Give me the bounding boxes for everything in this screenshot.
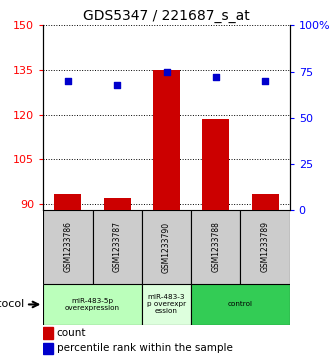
Bar xyxy=(43,327,53,339)
Bar xyxy=(240,210,290,284)
Text: control: control xyxy=(228,301,253,307)
Bar xyxy=(93,210,142,284)
Bar xyxy=(43,284,142,325)
Point xyxy=(213,74,218,80)
Point xyxy=(164,69,169,74)
Text: GSM1233786: GSM1233786 xyxy=(63,221,73,273)
Text: GSM1233788: GSM1233788 xyxy=(211,221,220,273)
Point xyxy=(262,78,268,84)
Bar xyxy=(43,343,53,354)
Point xyxy=(65,78,71,84)
Text: count: count xyxy=(57,328,86,338)
Bar xyxy=(202,119,229,210)
Text: miR-483-5p
overexpression: miR-483-5p overexpression xyxy=(65,298,120,311)
Bar xyxy=(191,210,240,284)
Bar xyxy=(142,210,191,284)
Bar xyxy=(191,284,290,325)
Text: protocol: protocol xyxy=(0,299,25,309)
Text: GSM1233787: GSM1233787 xyxy=(113,221,122,273)
Bar xyxy=(142,284,191,325)
Text: percentile rank within the sample: percentile rank within the sample xyxy=(57,343,233,353)
Bar xyxy=(153,70,180,210)
Point xyxy=(115,82,120,87)
Bar xyxy=(43,210,93,284)
Text: miR-483-3
p overexpr
ession: miR-483-3 p overexpr ession xyxy=(147,294,186,314)
Text: GSM1233789: GSM1233789 xyxy=(260,221,270,273)
Title: GDS5347 / 221687_s_at: GDS5347 / 221687_s_at xyxy=(83,9,250,23)
Bar xyxy=(54,194,82,210)
Bar xyxy=(104,198,131,210)
Text: GSM1233790: GSM1233790 xyxy=(162,221,171,273)
Bar xyxy=(251,194,279,210)
